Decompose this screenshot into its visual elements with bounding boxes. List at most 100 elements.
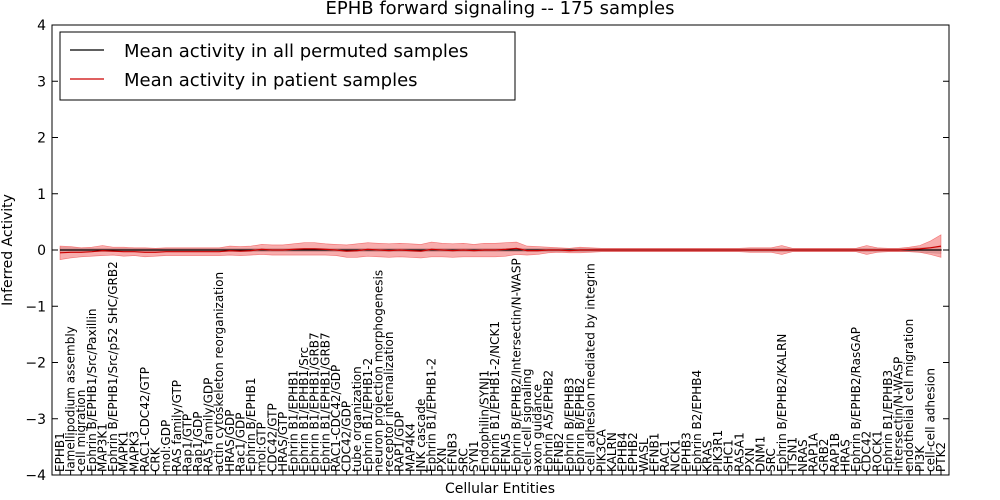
- x-tick-label: RAC1-CDC42/GTP: [138, 367, 152, 472]
- x-tick-label: Ephrin B1/EPHB1/Src: [297, 347, 311, 472]
- x-tick-label: EFNB1: [647, 433, 661, 472]
- x-tick-label: Ephrin B1/EPHB3: [881, 370, 895, 472]
- x-tick-label: mol:GTP: [255, 422, 269, 472]
- x-tick-label: SRC: [456, 448, 470, 472]
- x-tick-label: MAPK3: [127, 431, 141, 472]
- x-tick-label: RAP1B: [828, 433, 842, 472]
- patient-band: [59, 234, 942, 260]
- x-tick-label: EPHB1: [53, 432, 67, 472]
- legend-box: [59, 31, 516, 101]
- x-tick-label: NCK1: [669, 439, 683, 472]
- x-tick-label: Ephrin B1/EPHB1-2: [425, 358, 439, 472]
- x-tick-label: Ephrin B1/EPHB1-2: [361, 358, 375, 472]
- x-tick-label: endothelial cell migration: [902, 319, 916, 472]
- x-tick-label: SRC: [764, 448, 778, 472]
- x-tick-label: GRB2: [817, 438, 831, 472]
- x-tick-label: EPHB3: [679, 432, 693, 472]
- y-tick-label: 3: [37, 74, 46, 90]
- x-tick-label: Ephrin B/EPHB2/Intersectin/N-WASP: [509, 258, 523, 472]
- x-tick-label: EPHB4: [616, 432, 630, 472]
- legend-label-patient: Mean activity in patient samples: [124, 70, 418, 91]
- y-tick-label: 0: [37, 243, 46, 259]
- x-tick-label: Ephrin B/EPHB2/KALRN: [775, 334, 789, 472]
- x-tick-label: Rap1/GTP: [180, 414, 194, 472]
- x-tick-label: MAP3K1: [96, 423, 110, 472]
- x-tick-label: SHC1: [722, 439, 736, 472]
- x-tick-label: actin cytoskeleton reorganization: [212, 272, 226, 472]
- x-tick-label: WASL: [637, 438, 651, 472]
- x-tick-label: PTK2: [934, 442, 948, 472]
- x-tick-label: PXN: [743, 448, 757, 472]
- x-tick-label: Ephrin B/EPHB2/RasGAP: [849, 327, 863, 472]
- x-tick-label: PIK3R1: [711, 430, 725, 472]
- x-tick-label: cell-cell adhesion: [923, 368, 937, 472]
- x-tick-label: KRAS: [701, 440, 715, 472]
- x-tick-label: Ephrin B/EPHB1: [244, 378, 258, 472]
- x-tick-label: cell migration: [74, 390, 88, 472]
- x-tick-label: axon guidance: [531, 384, 545, 472]
- x-tick-label: HRAS/GDP: [223, 409, 237, 472]
- x-tick-label: HRAS: [839, 439, 853, 472]
- x-tick-label: EFNB2: [552, 433, 566, 472]
- x-tick-label: MAP4K4: [403, 423, 417, 472]
- y-axis-label: Inferred Activity: [0, 194, 16, 306]
- x-tick-label: DNM1: [754, 436, 768, 472]
- y-tick-label: 1: [37, 187, 46, 203]
- x-tick-label: JNK cascade: [414, 399, 428, 473]
- x-tick-label: MAPK1: [117, 431, 131, 472]
- x-tick-label: EFNB3: [446, 433, 460, 472]
- x-tick-label: EFNA5: [499, 433, 513, 472]
- x-tick-label: PIK3CA: [594, 428, 608, 472]
- y-tick-label: 2: [37, 131, 46, 147]
- x-tick-label: Ephrin B1/EPHB1/GRB7: [308, 332, 322, 472]
- data-layer: [52, 234, 949, 260]
- x-tick-label: Intersectin/N-WASP: [892, 357, 906, 472]
- x-tick-label: Ephrin B/EPHB2: [573, 378, 587, 472]
- x-tick-label: PI3K: [913, 445, 927, 472]
- x-tick-label: CDC42/GDP: [340, 401, 354, 472]
- y-tick-label: 4: [37, 18, 46, 34]
- y-tick-label: −3: [25, 412, 46, 428]
- y-tick-label: −1: [25, 299, 46, 315]
- x-tick-label: CDC42/GTP: [265, 403, 279, 472]
- x-tick-label: cell adhesion mediated by integrin: [584, 263, 598, 472]
- x-tick-label: Ephrin B1/EPHB1: [287, 370, 301, 472]
- x-tick-label: ITSN1: [785, 437, 799, 472]
- x-tick-label: lamellipodium assembly: [64, 326, 78, 472]
- x-tick-label: Endophilin/SYNJ1: [478, 370, 492, 472]
- x-tick-label: CRK: [149, 446, 163, 472]
- x-tick-label: SYN1: [467, 440, 481, 472]
- x-tick-label: Ephrin B/EPHB3: [563, 378, 577, 472]
- x-tick-label: KALRN: [605, 432, 619, 472]
- x-tick-label: CDC42: [860, 431, 874, 472]
- legend: Mean activity in all permuted samples Me…: [59, 31, 516, 101]
- x-tick-label: RAS family/GDP: [202, 378, 216, 472]
- y-tick-label: −2: [25, 356, 46, 372]
- x-tick-label: Ephrin A5/EPHB2: [541, 370, 555, 472]
- legend-label-permuted: Mean activity in all permuted samples: [124, 41, 468, 62]
- x-tick-label: Ephrin B/EPHB1/Src/Paxillin: [85, 308, 99, 472]
- x-tick-label: NRAS: [796, 439, 810, 472]
- series-line-patient: [59, 245, 942, 254]
- x-axis-label: Cellular Entities: [445, 481, 555, 497]
- x-tick-label: Ephrin B1/EPHB1/GRB7: [318, 332, 332, 472]
- y-tick-label: −4: [25, 468, 46, 484]
- x-tick-label: Rap1/GDP: [191, 412, 205, 473]
- x-tick-label: RAC1-CDC42/GDP: [329, 365, 343, 472]
- chart-title: EPHB forward signaling -- 175 samples: [326, 0, 675, 19]
- x-tick-label: ROCK1: [870, 430, 884, 472]
- x-tick-label: HRAS/GTP: [276, 412, 290, 472]
- x-tick-label: RAS family/GTP: [170, 380, 184, 472]
- x-tick-label: Ephrin B1/EPHB1-2/NCK1: [488, 321, 502, 472]
- x-tick-label: neuron projection morphogenesis: [371, 270, 385, 472]
- x-tick-label: Rac1/GDP: [233, 413, 247, 472]
- x-tick-label: Ephrin B2/EPHB4: [690, 370, 704, 472]
- x-tick-label: tube organization: [350, 366, 364, 472]
- x-tick-label: RASA1: [732, 432, 746, 472]
- x-tick-label: mol:GDP: [159, 420, 173, 472]
- x-tick-label: PXN: [435, 448, 449, 472]
- x-tick-label: RAP1A: [807, 432, 821, 472]
- x-tick-label: RAC1: [658, 440, 672, 472]
